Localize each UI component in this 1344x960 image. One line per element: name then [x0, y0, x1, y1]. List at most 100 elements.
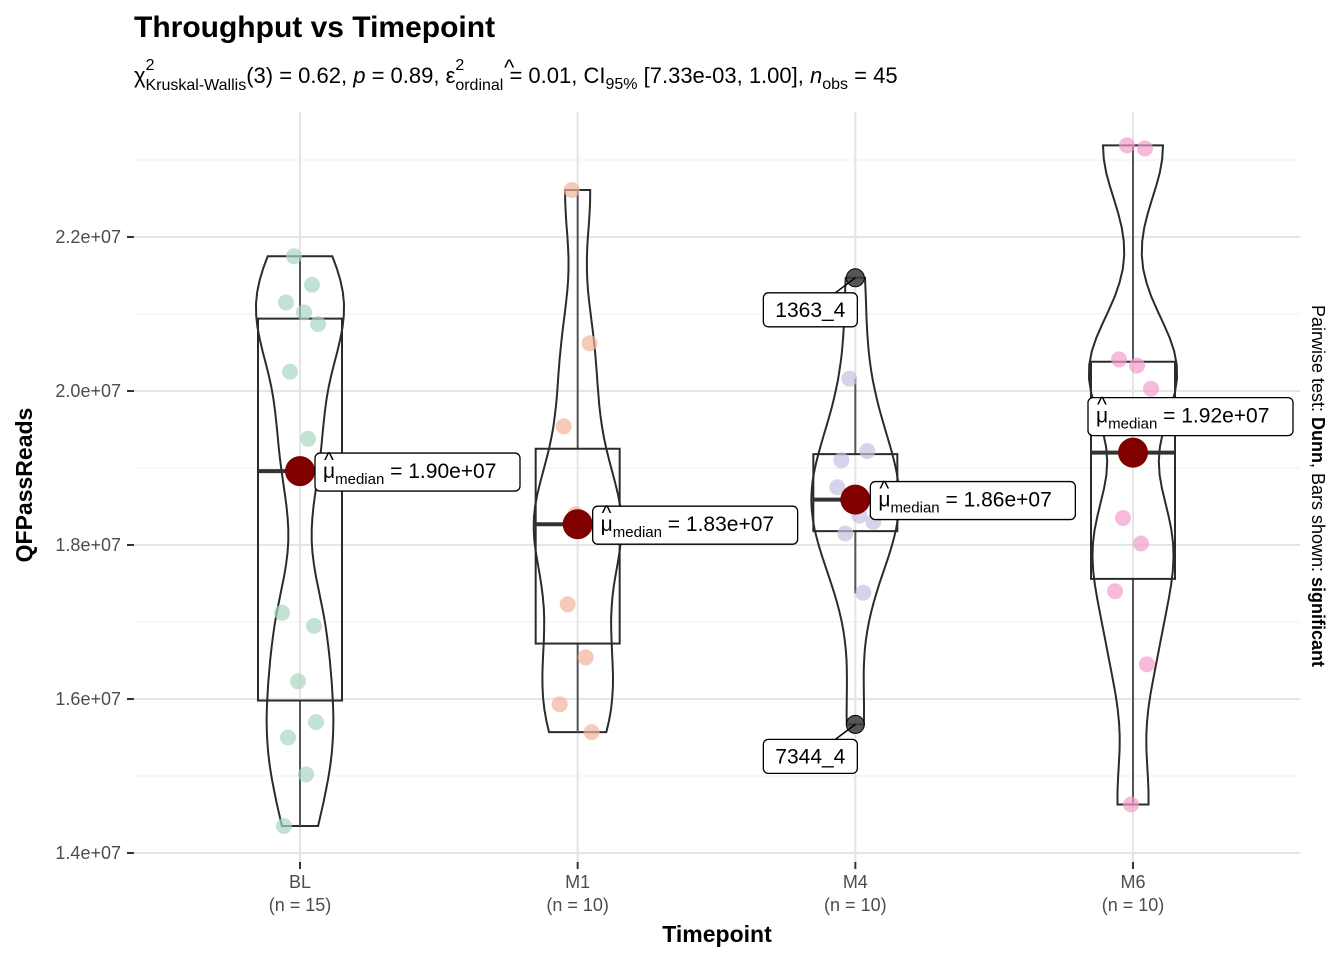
- data-point-bl: [278, 294, 294, 311]
- data-point-m6: [1139, 656, 1155, 673]
- data-point-m4: [841, 370, 858, 387]
- median-dot-m4: [840, 484, 871, 515]
- subtitle-n-sub: obs: [822, 76, 848, 93]
- subtitle-ci-sub: 95%: [605, 76, 637, 93]
- subtitle-n-symbol: n: [810, 63, 822, 88]
- data-point-bl: [308, 714, 324, 731]
- data-point-m6: [1129, 357, 1145, 374]
- median-label-m6: μmedian = 1.92e+07: [1096, 405, 1269, 433]
- y-tick-label: 2.0e+07: [55, 381, 121, 401]
- data-point-bl: [280, 729, 296, 746]
- data-point-m4: [837, 525, 854, 542]
- median-label-m1: μmedian = 1.83e+07: [601, 513, 774, 541]
- data-point-m4: [833, 452, 850, 469]
- data-point-m4: [855, 584, 872, 601]
- median-label-box: [1087, 396, 1294, 437]
- outlier-leader-line: [834, 723, 856, 741]
- median-dot-m6: [1118, 437, 1148, 468]
- median-label-box: [869, 480, 1076, 521]
- outlier-label: 7344_4: [775, 745, 845, 768]
- x-tick-label: M4: [843, 872, 868, 892]
- median-label-box: [592, 505, 799, 545]
- subtitle-effect-symbol: ε: [446, 63, 456, 88]
- data-point-m4: [829, 479, 846, 496]
- chart-title: Throughput vs Timepoint: [134, 11, 495, 44]
- median-dot-bl: [285, 456, 315, 487]
- median-label-hat: ^: [324, 449, 334, 472]
- data-point-bl: [286, 248, 302, 265]
- data-point-bl: [304, 276, 320, 293]
- x-tick-label: M6: [1120, 872, 1145, 892]
- data-point-bl: [290, 673, 306, 690]
- subtitle-p-symbol: p: [352, 63, 365, 88]
- data-point-m1: [583, 724, 600, 741]
- violin-m6: [1087, 144, 1179, 806]
- subtitle-df: (3): [246, 63, 273, 88]
- data-point-m6: [1119, 137, 1135, 154]
- data-point-m6: [1115, 510, 1131, 527]
- y-tick-label: 1.4e+07: [55, 843, 121, 863]
- outlier-label-box: [762, 738, 858, 775]
- x-tick-n-label: (n = 10): [824, 895, 887, 915]
- data-point-bl: [306, 617, 322, 634]
- outlier-label-box: [762, 292, 858, 328]
- x-tick-label: M1: [565, 872, 590, 892]
- data-point-bl: [296, 304, 312, 321]
- subtitle-p-value: = 0.89,: [365, 63, 445, 88]
- outlier-label: 1363_4: [775, 299, 845, 322]
- data-point-m1: [577, 649, 594, 666]
- right-caption: Pairwise test: Dunn, Bars shown: signifi…: [1308, 305, 1328, 667]
- data-point-m6: [1111, 351, 1127, 368]
- data-point-m6: [1143, 380, 1159, 397]
- data-point-bl: [282, 363, 298, 380]
- y-tick-label: 1.6e+07: [55, 689, 121, 709]
- data-point-m6: [1107, 583, 1123, 600]
- data-point-m1: [581, 335, 598, 352]
- data-point-m4: [859, 443, 876, 460]
- violin-bl: [254, 255, 346, 827]
- subtitle-stat-symbol: χ: [134, 63, 146, 88]
- median-label-hat: ^: [879, 478, 889, 501]
- median-label-box: [314, 452, 521, 492]
- data-point-m6: [1123, 796, 1139, 813]
- data-point-m6: [1133, 535, 1149, 552]
- box-m1: [534, 447, 621, 645]
- median-label-hat: ^: [1097, 394, 1107, 417]
- chart-subtitle: χ2 Kruskal-Wallis(3) = 0.62, p = 0.89, ε2…: [134, 57, 898, 94]
- outlier-leader-line: [834, 277, 856, 294]
- axis-layer: 1.4e+07 1.6e+07 1.8e+07 2.0e+07 2.2e+07 BL (n …: [55, 227, 1164, 915]
- data-point-bl: [310, 316, 326, 333]
- data-point-bl: [276, 818, 292, 835]
- y-tick-label: 2.2e+07: [55, 227, 121, 247]
- data-point-m1: [555, 418, 572, 435]
- data-point-m1: [563, 182, 580, 199]
- data-point-m6: [1137, 140, 1153, 157]
- data-point-bl: [298, 766, 314, 783]
- subtitle-ci-value: [7.33e-03, 1.00],: [638, 63, 810, 88]
- x-tick-label: BL: [289, 872, 311, 892]
- y-axis-title: QFPassReads: [11, 408, 37, 563]
- data-point-m1: [551, 696, 568, 713]
- subtitle-n-value: = 45: [848, 63, 898, 88]
- x-tick-n-label: (n = 15): [269, 895, 332, 915]
- subtitle-effect-hat: ^: [504, 55, 515, 80]
- data-point-m1: [559, 596, 576, 613]
- subtitle-effect-sub: ordinal: [455, 77, 503, 94]
- data-point-bl: [300, 430, 316, 447]
- median-dot-m1: [562, 509, 593, 540]
- subtitle-stat-value: = 0.62,: [273, 63, 353, 88]
- data-point-bl: [274, 604, 290, 621]
- subtitle-effect-value: = 0.01, CI: [503, 63, 605, 88]
- subtitle-effect-sup: 2: [455, 57, 464, 74]
- median-label-bl: μmedian = 1.90e+07: [323, 460, 496, 488]
- violin-m4: [810, 276, 901, 726]
- y-tick-label: 1.8e+07: [55, 535, 121, 555]
- x-tick-n-label: (n = 10): [546, 895, 609, 915]
- median-label-hat: ^: [602, 502, 612, 525]
- subtitle-stat-sub: Kruskal-Wallis: [145, 77, 246, 94]
- subtitle-stat-sup: 2: [146, 57, 155, 74]
- label-layer: μmedian = 1.90e+07^μmedian = 1.83e+07^μm…: [285, 277, 1294, 775]
- x-axis-title: Timepoint: [662, 921, 772, 947]
- median-label-m4: μmedian = 1.86e+07: [878, 489, 1051, 517]
